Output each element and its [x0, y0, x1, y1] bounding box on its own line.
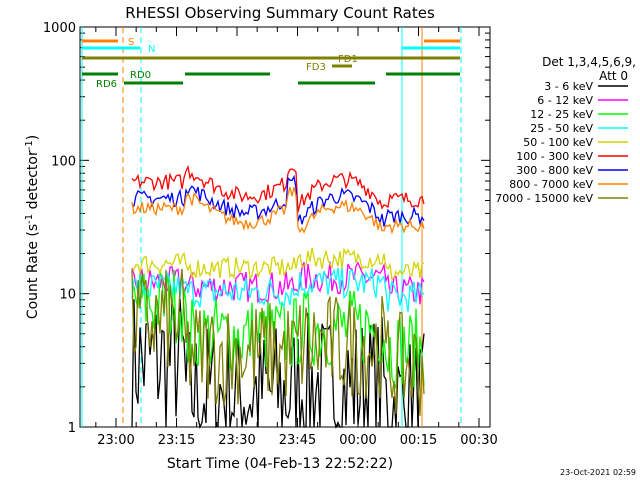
- legend-entry-label: 800 - 7000 keV: [509, 178, 593, 191]
- series-line: [131, 268, 425, 416]
- flag-label: N: [148, 44, 155, 55]
- series-line: [131, 261, 425, 306]
- y-tick-label: 10: [59, 288, 76, 303]
- y-tick-label: 100: [51, 154, 76, 169]
- flag-label: FD3: [306, 62, 326, 73]
- x-tick-label: 23:15: [158, 433, 195, 448]
- y-tick-label: 1000: [43, 21, 76, 36]
- series-line: [131, 186, 425, 235]
- x-tick-label: 00:00: [339, 433, 376, 448]
- legend-entry-label: 12 - 25 keV: [530, 108, 593, 121]
- legend-entry-label: 3 - 6 keV: [544, 80, 593, 93]
- series-line: [131, 164, 425, 213]
- legend-entry-label: 6 - 12 keV: [537, 94, 593, 107]
- legend-entry-label: 50 - 100 keV: [523, 136, 593, 149]
- legend-header-line-1: Det 1,3,4,5,6,9,: [542, 55, 636, 69]
- series-line: [131, 247, 425, 281]
- flag-label: RD0: [130, 70, 151, 81]
- chart-title: RHESSI Observing Summary Count Rates: [125, 4, 435, 22]
- x-tick-label: 23:30: [218, 433, 255, 448]
- legend-entry-label: 300 - 800 keV: [516, 164, 593, 177]
- flag-label: FD1: [338, 54, 358, 65]
- legend-header-line-2: Att 0: [599, 69, 628, 83]
- series-line: [131, 298, 425, 430]
- y-axis-label: Count Rate (s-1 detector-1): [24, 135, 41, 319]
- footer-timestamp: 23-Oct-2021 02:59: [560, 468, 636, 477]
- series-line: [131, 266, 425, 313]
- x-axis-label: Start Time (04-Feb-13 22:52:22): [167, 456, 393, 472]
- flag-label: RD6: [96, 79, 117, 90]
- series-line: [131, 174, 425, 227]
- x-tick-label: 00:15: [400, 433, 437, 448]
- legend-entry-label: 7000 - 15000 keV: [495, 192, 593, 205]
- x-tick-label: 23:00: [97, 433, 134, 448]
- x-tick-label: 00:30: [460, 433, 497, 448]
- flag-label: S: [128, 37, 134, 48]
- y-tick-label: 1: [68, 421, 76, 436]
- legend-header: Det 1,3,4,5,6,9, Att 0: [542, 55, 636, 83]
- plot-frame: [79, 26, 491, 428]
- legend-entry-label: 25 - 50 keV: [530, 122, 593, 135]
- legend-entry-label: 100 - 300 keV: [516, 150, 593, 163]
- x-tick-label: 23:45: [279, 433, 316, 448]
